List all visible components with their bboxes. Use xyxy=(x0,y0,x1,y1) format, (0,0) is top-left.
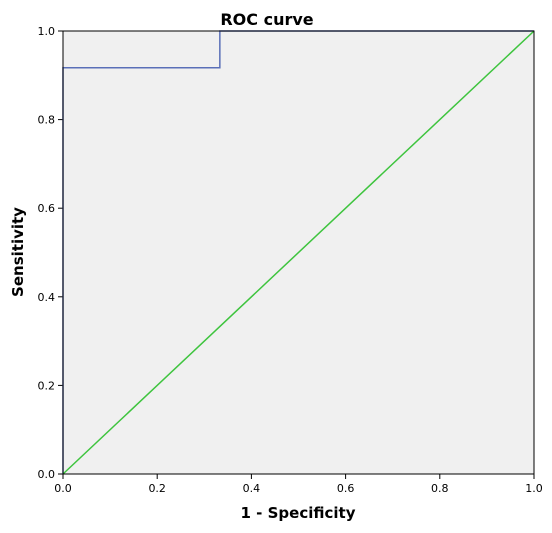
y-tick-label: 0.4 xyxy=(38,291,56,304)
y-tick-label: 0.0 xyxy=(38,468,56,481)
y-tick-label: 1.0 xyxy=(38,25,56,38)
x-tick-label: 0.8 xyxy=(431,482,449,495)
x-tick-label: 0.2 xyxy=(148,482,166,495)
y-axis-ticks: 0.0 0.2 0.4 0.6 0.8 1.0 xyxy=(38,25,63,481)
x-tick-label: 0.0 xyxy=(54,482,72,495)
x-axis-label: 1 - Specificity xyxy=(241,504,356,522)
x-tick-label: 1.0 xyxy=(525,482,543,495)
x-tick-label: 0.4 xyxy=(243,482,261,495)
x-tick-label: 0.6 xyxy=(337,482,355,495)
plot-frame xyxy=(62,30,535,475)
reference-line xyxy=(62,30,535,475)
y-tick-label: 0.8 xyxy=(38,114,56,127)
y-axis-label: Sensitivity xyxy=(9,207,27,297)
chart-title: ROC curve xyxy=(220,10,313,29)
y-tick-label: 0.6 xyxy=(38,202,56,215)
x-axis-ticks: 0.0 0.2 0.4 0.6 0.8 1.0 xyxy=(54,474,543,495)
y-tick-label: 0.2 xyxy=(38,379,56,392)
